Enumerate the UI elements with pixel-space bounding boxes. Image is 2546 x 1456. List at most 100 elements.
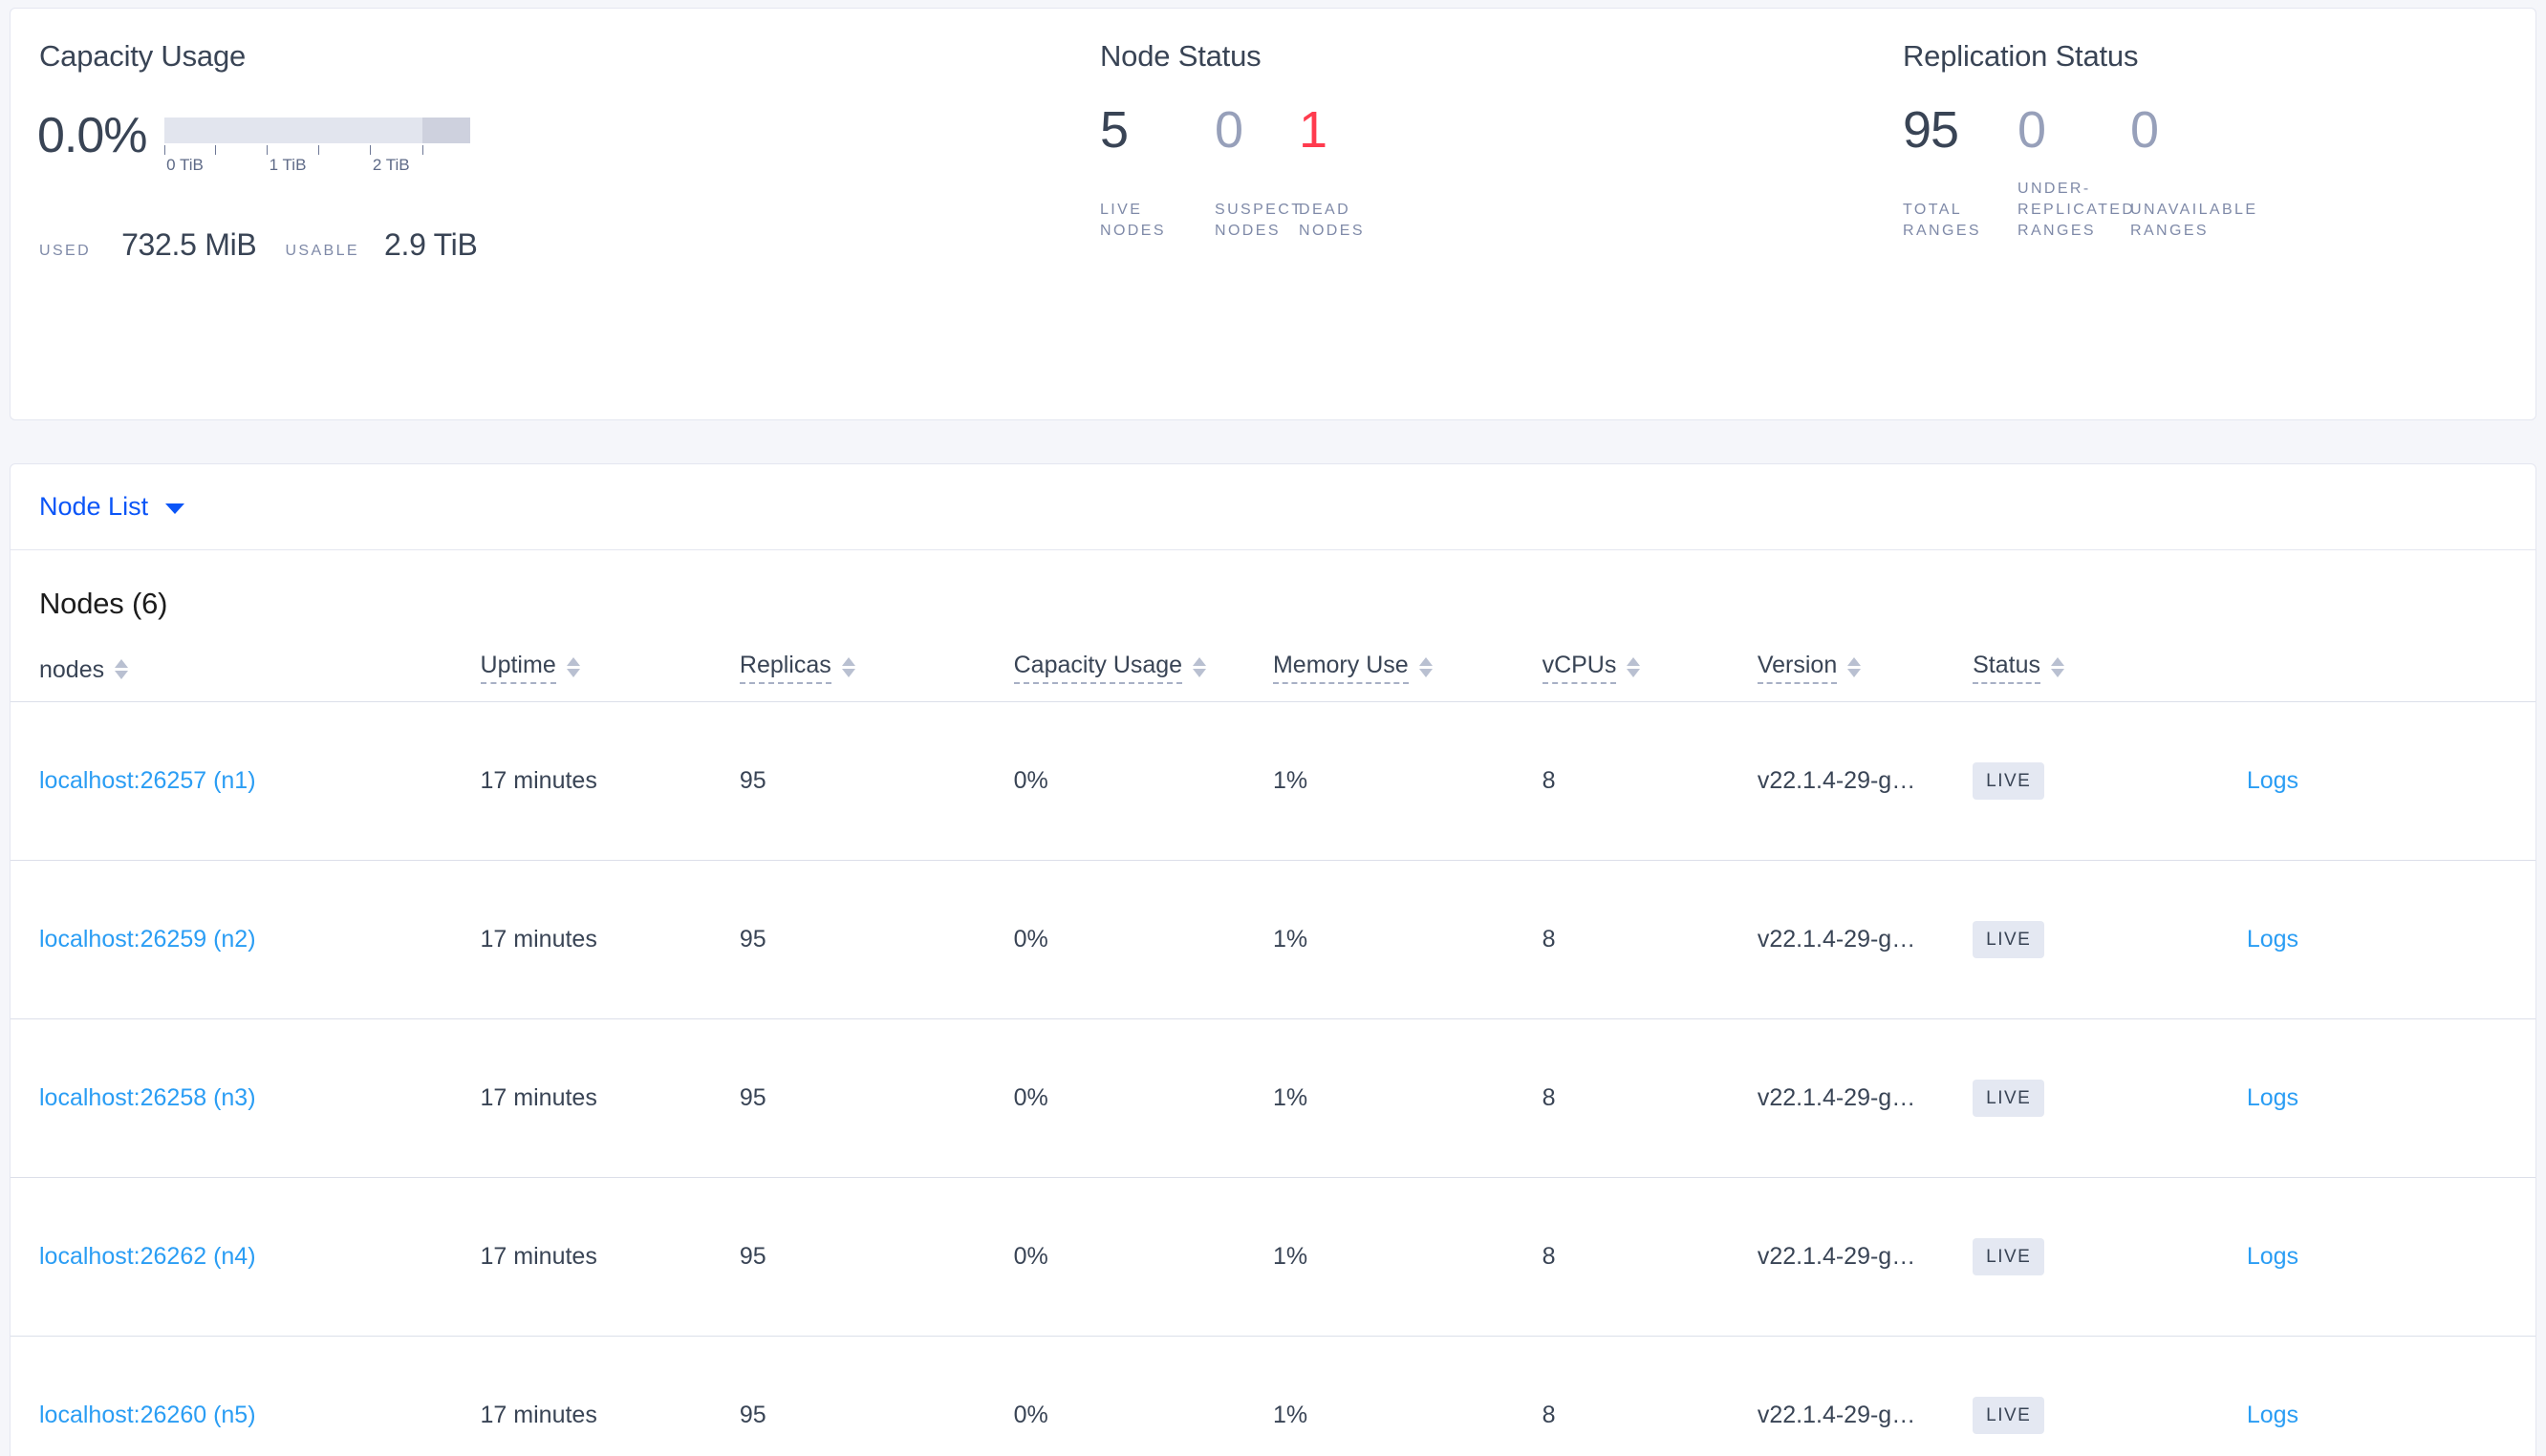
axis-tick <box>370 145 372 155</box>
column-header-label: vCPUs <box>1542 652 1617 684</box>
column-header-memory-use[interactable]: Memory Use <box>1272 621 1543 702</box>
cell-memory-use: 1% <box>1272 1336 1543 1456</box>
cell-memory-use: 1% <box>1272 1177 1543 1337</box>
sort-toggle-icon[interactable] <box>1418 656 1433 677</box>
replicas-value: 95 <box>739 1084 766 1111</box>
node-status-title: Node Status <box>1100 39 1262 73</box>
column-header-label: Version <box>1757 652 1838 684</box>
column-header-capacity-usage[interactable]: Capacity Usage <box>1013 621 1273 702</box>
cell-version: v22.1.4-29-g… <box>1757 860 1974 1019</box>
status-badge: LIVE <box>1973 1397 2045 1435</box>
capacity-totals: USED 732.5 MiB USABLE 2.9 TiB <box>11 227 1090 263</box>
memory-use-value: 1% <box>1272 767 1308 794</box>
node-address-link[interactable]: localhost:26262 (n4) <box>39 1243 256 1270</box>
usable-label: USABLE <box>285 243 359 259</box>
node-status-stats: 5 LIVE NODES 0 SUSPECT NODES 1 DEAD NODE… <box>1090 102 1893 332</box>
stat-under-replicated-ranges-label: UNDER-REPLICATED RANGES <box>2017 181 2136 239</box>
sort-toggle-icon[interactable] <box>1193 656 1207 677</box>
version-value: v22.1.4-29-g… <box>1757 1084 1916 1111</box>
chevron-down-icon <box>165 503 185 514</box>
column-header-nodes[interactable]: nodes <box>11 621 481 702</box>
status-badge: LIVE <box>1973 1238 2045 1275</box>
cell-status: LIVE <box>1973 860 2247 1019</box>
table-row: localhost:26258 (n3) 17 minutes 95 0% 1% 8 v22… <box>11 1018 2535 1178</box>
used-label: USED <box>39 243 92 259</box>
cell-status: LIVE <box>1973 1177 2247 1337</box>
node-address-link[interactable]: localhost:26258 (n3) <box>39 1084 256 1111</box>
cell-logs: Logs <box>2246 860 2535 1019</box>
cell-logs: Logs <box>2246 701 2535 861</box>
memory-use-value: 1% <box>1272 1084 1308 1111</box>
sort-toggle-icon[interactable] <box>841 656 855 677</box>
nodes-table-header-row: nodes Uptime Replicas Capacity Usage Memory … <box>11 621 2535 702</box>
sort-toggle-icon[interactable] <box>566 656 580 677</box>
cell-uptime: 17 minutes <box>480 860 740 1019</box>
column-header-vcpus[interactable]: vCPUs <box>1542 621 1758 702</box>
replicas-value: 95 <box>739 1243 766 1270</box>
cell-memory-use: 1% <box>1272 860 1543 1019</box>
node-address-link[interactable]: localhost:26259 (n2) <box>39 926 256 953</box>
memory-use-value: 1% <box>1272 926 1308 953</box>
stat-live-nodes-label: LIVE NODES <box>1100 202 1166 239</box>
capacity-bar-reserved-segment <box>421 118 470 143</box>
version-value: v22.1.4-29-g… <box>1757 926 1916 953</box>
column-header-status[interactable]: Status <box>1973 621 2247 702</box>
column-header-replicas[interactable]: Replicas <box>739 621 1014 702</box>
used-value: 732.5 MiB <box>121 227 257 262</box>
capacity-percent-value: 0.0% <box>37 108 148 163</box>
cell-vcpus: 8 <box>1542 701 1758 861</box>
capacity-usage-value: 0% <box>1013 1243 1048 1270</box>
column-header-label: nodes <box>39 656 105 683</box>
nodes-table-head: nodes Uptime Replicas Capacity Usage Memory … <box>11 621 2535 702</box>
stat-under-replicated-ranges: 0 UNDER-REPLICATED RANGES <box>2017 102 2133 332</box>
cell-capacity-usage: 0% <box>1013 1177 1273 1337</box>
logs-link[interactable]: Logs <box>2246 1402 2299 1429</box>
cell-node: localhost:26262 (n4) <box>11 1177 481 1337</box>
stat-total-ranges: 95 TOTAL RANGES <box>1903 102 2017 332</box>
uptime-value: 17 minutes <box>480 1402 597 1429</box>
logs-link[interactable]: Logs <box>2246 1243 2299 1270</box>
cell-version: v22.1.4-29-g… <box>1757 1177 1974 1337</box>
stat-dead-nodes-label: DEAD NODES <box>1299 202 1365 239</box>
cell-replicas: 95 <box>739 860 1014 1019</box>
stat-unavailable-ranges-label: UNAVAILABLE RANGES <box>2130 202 2258 239</box>
cell-vcpus: 8 <box>1542 1018 1758 1178</box>
cell-replicas: 95 <box>739 701 1014 861</box>
sort-toggle-icon[interactable] <box>1847 656 1862 677</box>
capacity-usage-value: 0% <box>1013 1084 1048 1111</box>
stat-live-nodes-value: 5 <box>1100 101 1129 159</box>
cell-uptime: 17 minutes <box>480 1177 740 1337</box>
cell-vcpus: 8 <box>1542 860 1758 1019</box>
table-row: localhost:26259 (n2) 17 minutes 95 0% 1% 8 v22… <box>11 860 2535 1019</box>
cell-node: localhost:26259 (n2) <box>11 860 481 1019</box>
node-address-link[interactable]: localhost:26260 (n5) <box>39 1402 256 1429</box>
sort-toggle-icon[interactable] <box>115 659 129 679</box>
stat-live-nodes: 5 LIVE NODES <box>1100 102 1215 332</box>
logs-link[interactable]: Logs <box>2246 1084 2299 1111</box>
replicas-value: 95 <box>739 767 766 794</box>
stat-total-ranges-value: 95 <box>1903 101 1959 159</box>
column-header-version[interactable]: Version <box>1757 621 1973 702</box>
capacity-chart: 0 TiB 1 TiB 2 TiB <box>163 118 470 178</box>
column-header-uptime[interactable]: Uptime <box>480 621 740 702</box>
sort-toggle-icon[interactable] <box>2051 656 2064 677</box>
replication-status-section: Replication Status 95 TOTAL RANGES 0 UND… <box>1893 9 2524 419</box>
axis-tick <box>421 145 423 155</box>
stat-unavailable-ranges-value: 0 <box>2130 101 2159 159</box>
memory-use-value: 1% <box>1272 1243 1308 1270</box>
cell-status: LIVE <box>1973 1018 2247 1178</box>
node-list-dropdown[interactable]: Node List <box>39 492 185 522</box>
cell-node: localhost:26257 (n1) <box>11 701 481 861</box>
stat-suspect-nodes-value: 0 <box>1215 101 1243 159</box>
logs-link[interactable]: Logs <box>2246 767 2299 794</box>
capacity-usage-section: Capacity Usage 0.0% 0 TiB 1 TiB 2 TiB USED… <box>11 9 1090 419</box>
cell-memory-use: 1% <box>1272 701 1543 861</box>
node-address-link[interactable]: localhost:26257 (n1) <box>39 767 256 794</box>
capacity-usage-value: 0% <box>1013 1402 1048 1429</box>
vcpus-value: 8 <box>1542 1243 1556 1270</box>
logs-link[interactable]: Logs <box>2246 926 2299 953</box>
cell-replicas: 95 <box>739 1018 1014 1178</box>
replicas-value: 95 <box>739 1402 766 1429</box>
stat-total-ranges-label: TOTAL RANGES <box>1903 202 1981 239</box>
sort-toggle-icon[interactable] <box>1627 656 1641 677</box>
